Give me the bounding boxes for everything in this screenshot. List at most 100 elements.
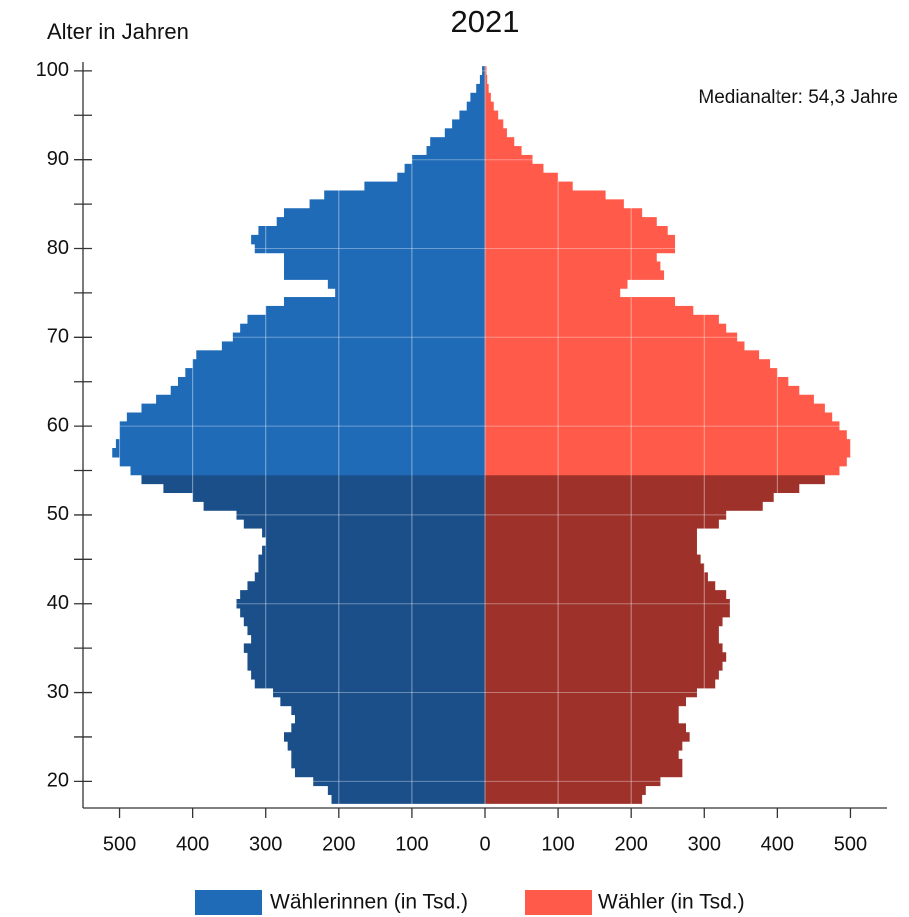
bar [485, 794, 643, 804]
bar [141, 474, 486, 485]
bar [262, 545, 485, 556]
bar [284, 252, 485, 263]
legend-swatch [525, 890, 592, 915]
bar [251, 634, 485, 645]
x-tick-label: 300 [688, 833, 721, 855]
bar [294, 767, 485, 778]
bar [485, 208, 643, 218]
bar [291, 758, 485, 769]
x-tick-label: 200 [614, 833, 647, 855]
bar [119, 456, 485, 467]
bar [247, 314, 485, 325]
bar [284, 261, 485, 272]
bar [243, 616, 485, 627]
bar [485, 412, 833, 422]
bar [485, 474, 825, 485]
bar [485, 172, 559, 183]
bar [485, 456, 847, 467]
annotation: Medianalter: 54,3 Jahre [698, 87, 898, 108]
bar [115, 439, 486, 449]
bar [485, 350, 760, 360]
bar [476, 83, 485, 94]
bar [485, 163, 544, 174]
bar [485, 190, 606, 200]
bar [130, 465, 485, 476]
bar [287, 741, 485, 751]
bar [485, 110, 499, 121]
bar [485, 634, 719, 645]
y-tick-label: 100 [36, 59, 69, 81]
bar [247, 625, 485, 636]
bar [258, 225, 485, 236]
bar [485, 128, 507, 138]
bar [291, 705, 485, 716]
bar [485, 563, 705, 573]
bar [247, 652, 485, 662]
bar [411, 154, 485, 165]
bar [485, 421, 840, 431]
y-tick-label: 90 [47, 148, 69, 170]
bar [284, 270, 485, 280]
x-tick-label: 0 [479, 833, 490, 855]
bar [163, 483, 485, 494]
bar [335, 288, 485, 298]
bar [276, 217, 485, 227]
y-tick-label: 30 [47, 681, 69, 703]
bar [485, 616, 723, 627]
bar [485, 678, 716, 689]
bar [485, 741, 683, 751]
bar [485, 297, 676, 307]
bar [485, 83, 489, 94]
bar [404, 163, 485, 174]
bar [236, 598, 485, 609]
bar [254, 678, 485, 689]
bar [485, 146, 522, 156]
bar [485, 385, 800, 396]
bar [485, 465, 840, 476]
bar [240, 607, 485, 618]
bar [485, 767, 683, 778]
bar [485, 510, 727, 520]
bar [470, 92, 485, 103]
bar [309, 199, 485, 209]
bar [485, 119, 504, 129]
bar [192, 359, 486, 369]
bar [112, 448, 486, 458]
x-tick-label: 500 [103, 833, 136, 855]
bar [479, 75, 485, 85]
bar [485, 323, 727, 334]
bar [262, 527, 485, 538]
bar [485, 581, 716, 591]
bar [485, 732, 690, 742]
bar [485, 332, 738, 343]
bar [185, 368, 485, 378]
bar [485, 279, 628, 289]
bar [291, 723, 485, 733]
bar [254, 572, 485, 582]
bar [170, 385, 485, 396]
x-tick-label: 100 [395, 833, 428, 855]
bar [485, 758, 683, 769]
bar [247, 661, 485, 671]
bar [313, 776, 485, 787]
chart-title: 2021 [451, 4, 520, 39]
bar [397, 172, 485, 183]
y-tick-label: 20 [47, 770, 69, 792]
bar [485, 625, 719, 636]
bar [243, 643, 485, 653]
bar [284, 297, 485, 307]
bar [485, 714, 679, 724]
bar [485, 288, 621, 298]
bar [459, 110, 485, 121]
bar [485, 252, 657, 263]
bar [280, 696, 485, 707]
bar [485, 181, 573, 192]
bar [156, 394, 485, 405]
bar [265, 305, 485, 316]
y-tick-label: 50 [47, 503, 69, 525]
bar [444, 128, 485, 138]
bar [485, 785, 646, 795]
legend-swatch [195, 890, 262, 915]
bar [485, 670, 719, 680]
bar [485, 483, 800, 494]
